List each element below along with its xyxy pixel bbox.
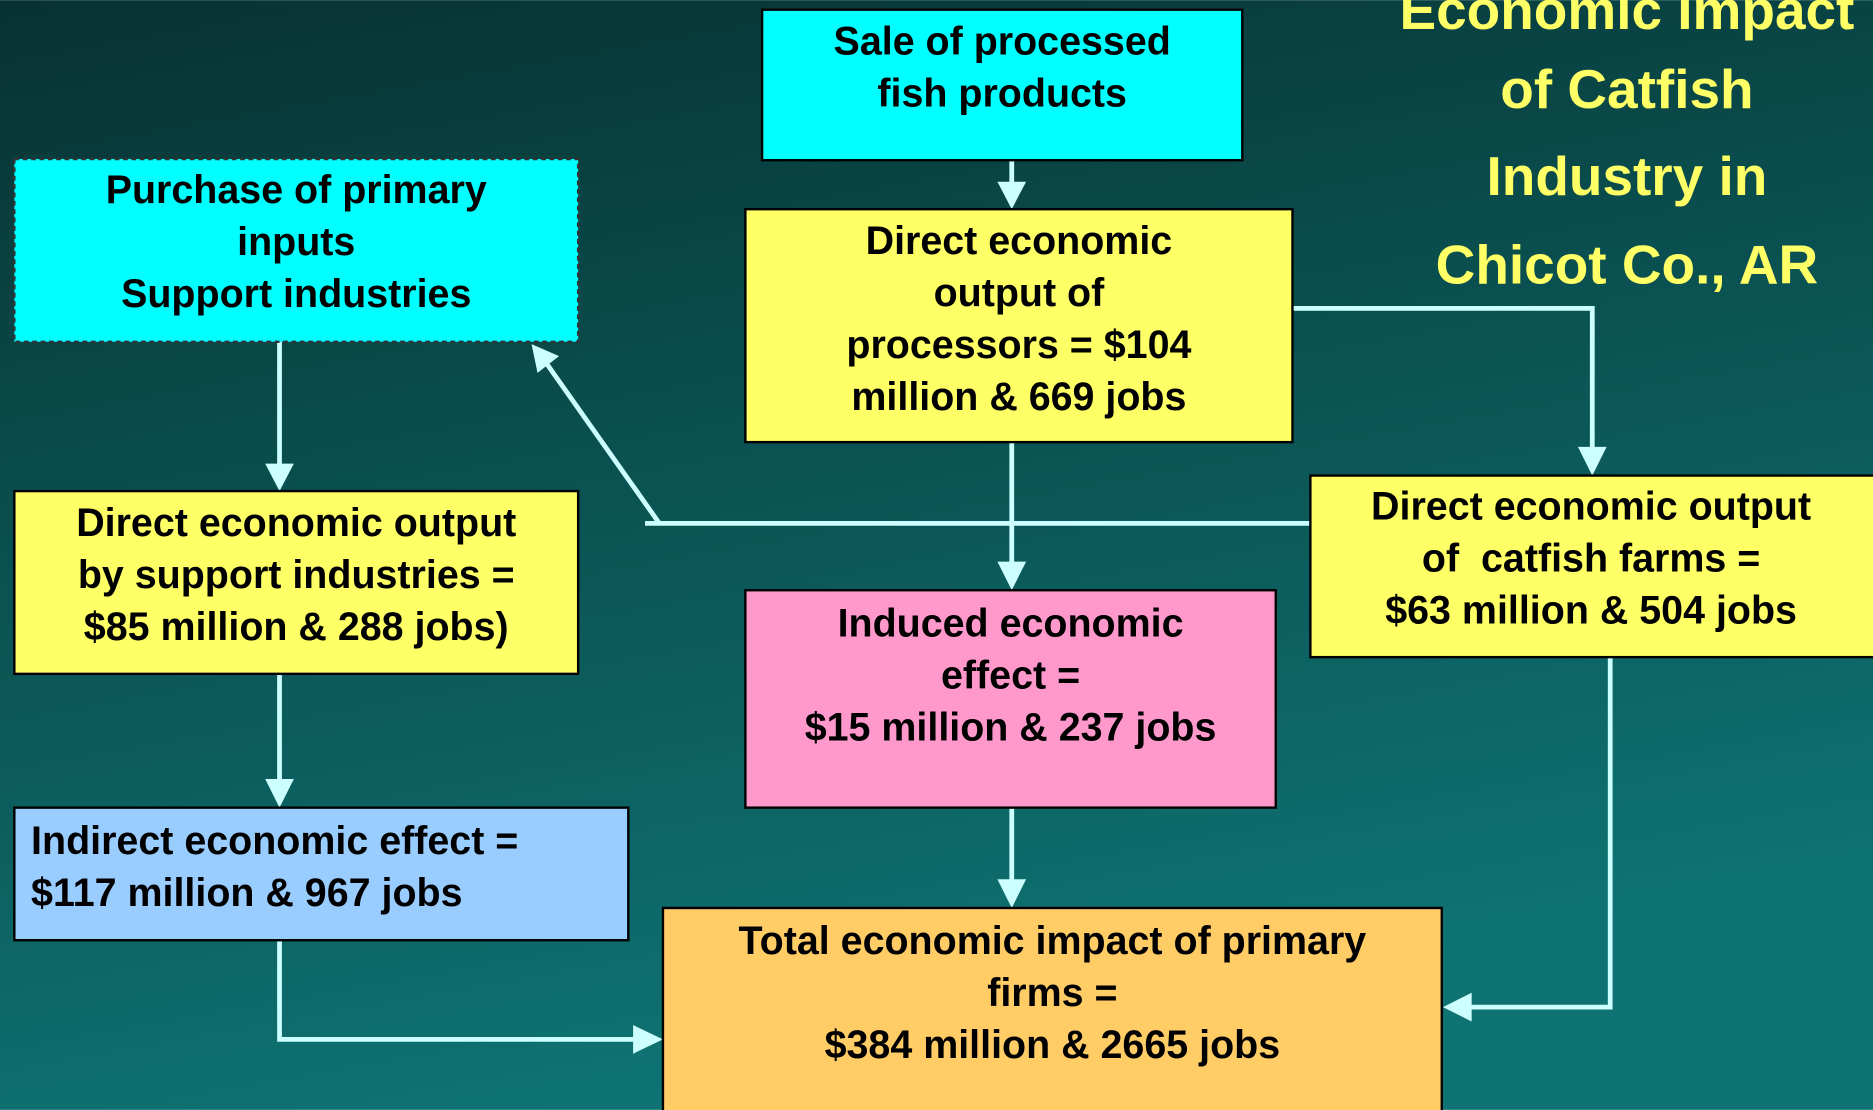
node-text: Total economic impact of primary — [739, 919, 1367, 963]
node-text: of catfish farms = — [1422, 536, 1760, 580]
node-text: Support industries — [121, 272, 471, 316]
arrowhead — [265, 778, 294, 808]
node-box — [744, 207, 1294, 444]
arrowhead — [633, 1025, 663, 1054]
title-line: Economic Impact — [1399, 0, 1854, 41]
node-text: output of — [934, 271, 1106, 315]
node: Direct economic output of processors = $10… — [744, 207, 1294, 444]
node-text: inputs — [237, 220, 355, 264]
connector — [1462, 657, 1613, 1010]
node-box — [13, 489, 580, 676]
arrowhead — [997, 879, 1027, 908]
nodes: Sale of processed fish products Purchase o… — [13, 8, 1873, 1110]
arrowhead — [1442, 992, 1472, 1022]
connector — [1292, 305, 1595, 457]
node-box — [760, 8, 1244, 162]
arrowhead — [1577, 446, 1607, 476]
node-box — [13, 157, 580, 343]
node-text: $384 million & 2665 jobs — [825, 1023, 1281, 1067]
node-text: Induced economic — [838, 601, 1184, 645]
node: Induced economic effect = $15 million & 23… — [744, 589, 1277, 809]
node-text: $85 million & 288 jobs) — [84, 605, 509, 649]
node-text: $63 million & 504 jobs — [1385, 588, 1797, 632]
node-text: Direct economic output — [76, 501, 516, 545]
arrowhead — [265, 463, 294, 492]
node-box — [13, 806, 630, 942]
node-text: $15 million & 237 jobs — [805, 705, 1217, 749]
connectors — [265, 160, 1613, 1054]
node: Direct economic output of catfish farms =… — [1309, 474, 1873, 659]
node-text: Direct economic — [866, 219, 1173, 263]
title-line: Industry in — [1487, 145, 1768, 207]
node-text: $117 million & 967 jobs — [31, 871, 462, 915]
title-line: of Catfish — [1500, 58, 1753, 120]
connector — [542, 359, 662, 525]
node-text: firms = — [987, 971, 1117, 1015]
node-text: million & 669 jobs — [851, 375, 1186, 419]
node-text: Direct economic output — [1371, 484, 1811, 528]
title: Economic Impact of Catfish Industry in Chic… — [1399, 0, 1854, 295]
node-box — [1309, 474, 1873, 659]
node-text: Purchase of primary — [106, 168, 487, 212]
arrowhead — [997, 181, 1027, 210]
title-line: Chicot Co., AR — [1436, 233, 1819, 295]
arrowhead — [997, 561, 1027, 591]
connector — [277, 940, 643, 1042]
node-box — [744, 589, 1277, 809]
node-text: processors = $104 — [846, 323, 1191, 367]
node-text: fish products — [877, 72, 1127, 116]
arrowhead — [531, 344, 560, 373]
node-text: Indirect economic effect = — [31, 819, 518, 863]
node: Sale of processed fish products — [760, 8, 1244, 162]
node: Purchase of primary inputs Support industr… — [13, 157, 580, 343]
node: Total economic impact of primary firms = $… — [661, 906, 1443, 1110]
node-text: effect = — [941, 653, 1080, 697]
node-box — [661, 906, 1443, 1110]
node-text: Sale of processed — [834, 20, 1171, 64]
node: Direct economic output by support industr… — [13, 489, 580, 676]
node: Indirect economic effect = $117 million &… — [13, 806, 630, 942]
node-text: by support industries = — [78, 553, 515, 597]
